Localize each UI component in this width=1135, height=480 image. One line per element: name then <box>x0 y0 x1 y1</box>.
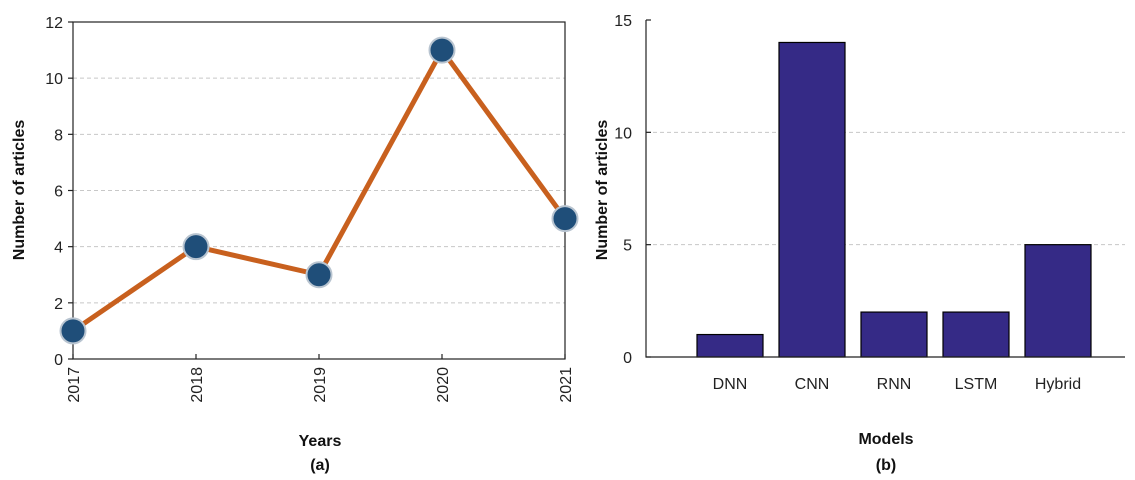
chart-a-data-point <box>182 233 210 261</box>
chart-a-data-point <box>305 261 333 289</box>
chart-a-ytick-label: 6 <box>54 184 63 201</box>
chart-b-ytick-label: 10 <box>614 125 632 142</box>
chart-a-ytick-label: 0 <box>54 352 63 369</box>
chart-a-xtick-label: 2020 <box>435 367 452 403</box>
chart-a-xtick-label: 2017 <box>66 367 83 403</box>
chart-a-data-point <box>59 317 87 345</box>
chart-a-xtick-label: 2021 <box>558 367 575 403</box>
chart-b-xlabel: Models <box>858 431 913 448</box>
chart-b-ytick-label: 15 <box>614 13 632 30</box>
chart-b-xtick-label: DNN <box>713 376 748 393</box>
chart-b-bar <box>696 333 764 358</box>
chart-a-ytick-label: 12 <box>45 15 63 32</box>
chart-a-ytick-label: 2 <box>54 296 63 313</box>
chart-a-xtick-label: 2019 <box>312 367 329 403</box>
chart-a: 0 2 4 6 8 10 12 2017 2018 2019 2020 2021 Number of… <box>11 15 579 474</box>
chart-a-ytick-label: 4 <box>54 240 63 257</box>
chart-a-data-point <box>551 205 579 233</box>
chart-b-ylabel: Number of articles <box>594 120 611 261</box>
chart-b-xtick-label: LSTM <box>955 376 998 393</box>
chart-b-ytick-label: 5 <box>623 238 632 255</box>
chart-b: 0 5 10 15 DNN CNN RNN LSTM Hybrid Number of art… <box>594 13 1125 474</box>
chart-a-xlabel: Years <box>299 433 342 450</box>
chart-a-xtick-label: 2018 <box>189 367 206 403</box>
chart-b-bar <box>1024 244 1092 358</box>
chart-a-ytick-label: 8 <box>54 127 63 144</box>
chart-b-panel-label: (b) <box>876 457 896 474</box>
chart-a-data-point <box>428 36 456 64</box>
chart-a-panel-label: (a) <box>310 457 330 474</box>
chart-a-ylabel: Number of articles <box>11 120 28 261</box>
chart-b-xtick-label: RNN <box>877 376 912 393</box>
chart-a-ytick-label: 10 <box>45 71 63 88</box>
chart-b-xtick-label: Hybrid <box>1035 376 1081 393</box>
chart-b-bar <box>860 311 928 358</box>
chart-b-xtick-label: CNN <box>795 376 830 393</box>
chart-b-bar <box>942 311 1010 358</box>
chart-b-bar <box>778 41 846 358</box>
chart-b-ytick-label: 0 <box>623 350 632 367</box>
